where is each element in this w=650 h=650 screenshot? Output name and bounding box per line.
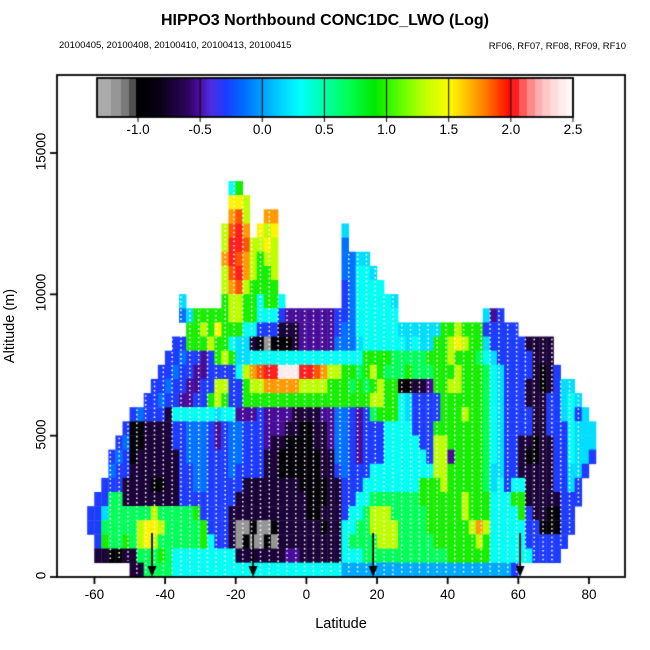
plot-title: HIPPO3 Northbound CONC1DC_LWO (Log) <box>161 12 489 29</box>
x-tick-label: 0 <box>302 587 311 602</box>
x-tick-label: 40 <box>440 587 456 602</box>
y-tick-label: 5000 <box>33 419 49 450</box>
colorbar-tick-label: 2.0 <box>501 122 521 137</box>
colorbar-tick-label: -1.0 <box>126 122 150 137</box>
y-tick-label: 0 <box>33 571 49 580</box>
y-tick-label: 10000 <box>33 274 49 312</box>
colorbar-tick-label: 0.0 <box>252 122 272 137</box>
x-tick-label: -20 <box>225 587 246 602</box>
x-tick-label: 60 <box>510 587 526 602</box>
subtitle-flight-dates: 20100405, 20100408, 20100410, 20100413, … <box>59 40 292 51</box>
colorbar-tick-label: 2.5 <box>563 122 583 137</box>
x-tick-label: 20 <box>369 587 385 602</box>
y-axis-label: Altitude (m) <box>2 288 18 364</box>
x-tick-label: 80 <box>581 587 597 602</box>
colorbar-tick-label: 1.0 <box>377 122 396 137</box>
x-axis-label: Latitude <box>315 616 367 632</box>
x-tick-label: -60 <box>84 587 105 602</box>
subtitle-flight-numbers: RF06, RF07, RF08, RF09, RF10 <box>488 41 626 52</box>
x-tick-label: -40 <box>155 587 175 602</box>
colorbar-tick-label: -0.5 <box>188 122 212 137</box>
y-tick-label: 15000 <box>33 132 49 171</box>
colorbar-tick-label: 1.5 <box>439 122 459 137</box>
colorbar-tick-label: 0.5 <box>315 122 334 137</box>
